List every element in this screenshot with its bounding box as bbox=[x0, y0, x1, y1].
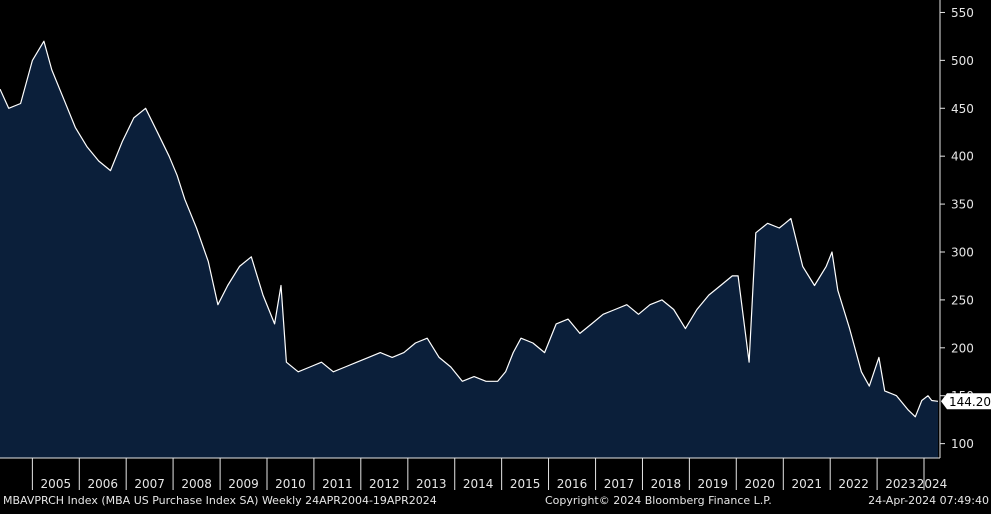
area-fill bbox=[0, 41, 938, 458]
last-value-tag bbox=[941, 393, 991, 410]
x-tick-label-2014: 2014 bbox=[463, 477, 494, 491]
plot-area bbox=[0, 40, 939, 458]
footer-copyright: Copyright© 2024 Bloomberg Finance L.P. bbox=[545, 494, 772, 507]
x-tick-label-2012: 2012 bbox=[369, 477, 400, 491]
x-tick-label-2024: 2024 bbox=[917, 477, 948, 491]
last-value-group: 144.20 bbox=[941, 393, 991, 410]
x-tick-label-2021: 2021 bbox=[791, 477, 822, 491]
x-tick-label-2005: 2005 bbox=[41, 477, 72, 491]
x-tick-label-2013: 2013 bbox=[416, 477, 447, 491]
x-tick-label-2022: 2022 bbox=[838, 477, 869, 491]
x-tick-label-2007: 2007 bbox=[134, 477, 165, 491]
series-line bbox=[0, 40, 939, 418]
x-tick-label-2009: 2009 bbox=[228, 477, 259, 491]
y-tick-label-350: 350 bbox=[951, 198, 974, 212]
y-tick-label-300: 300 bbox=[951, 245, 974, 259]
x-tick-label-2015: 2015 bbox=[510, 477, 541, 491]
x-tick-label-2016: 2016 bbox=[557, 477, 588, 491]
y-tick-label-450: 450 bbox=[951, 102, 974, 116]
footer-timestamp: 24-Apr-2024 07:49:40 bbox=[868, 494, 989, 507]
x-tick-label-2019: 2019 bbox=[698, 477, 729, 491]
y-tick-label-400: 400 bbox=[951, 150, 974, 164]
x-tick-label-2010: 2010 bbox=[275, 477, 306, 491]
y-tick-label-550: 550 bbox=[951, 6, 974, 20]
x-tick-label-2008: 2008 bbox=[181, 477, 212, 491]
x-tick-label-2023: 2023 bbox=[885, 477, 916, 491]
y-axis: 100150200250300350400450500550 bbox=[939, 0, 974, 458]
footer-ticker-description: MBAVPRCH Index (MBA US Purchase Index SA… bbox=[3, 494, 437, 507]
y-tick-label-500: 500 bbox=[951, 54, 974, 68]
x-tick-label-2018: 2018 bbox=[651, 477, 682, 491]
x-tick-label-2011: 2011 bbox=[322, 477, 353, 491]
last-value-label: 144.20 bbox=[949, 395, 991, 409]
y-tick-label-200: 200 bbox=[951, 341, 974, 355]
y-tick-label-250: 250 bbox=[951, 293, 974, 307]
x-tick-label-2017: 2017 bbox=[604, 477, 635, 491]
x-tick-label-2020: 2020 bbox=[745, 477, 776, 491]
y-tick-label-100: 100 bbox=[951, 437, 974, 451]
x-tick-label-2006: 2006 bbox=[87, 477, 118, 491]
x-axis: 2005 2006 2007 2008 2009 2010 2011 2012 2013 2014… bbox=[0, 457, 948, 491]
